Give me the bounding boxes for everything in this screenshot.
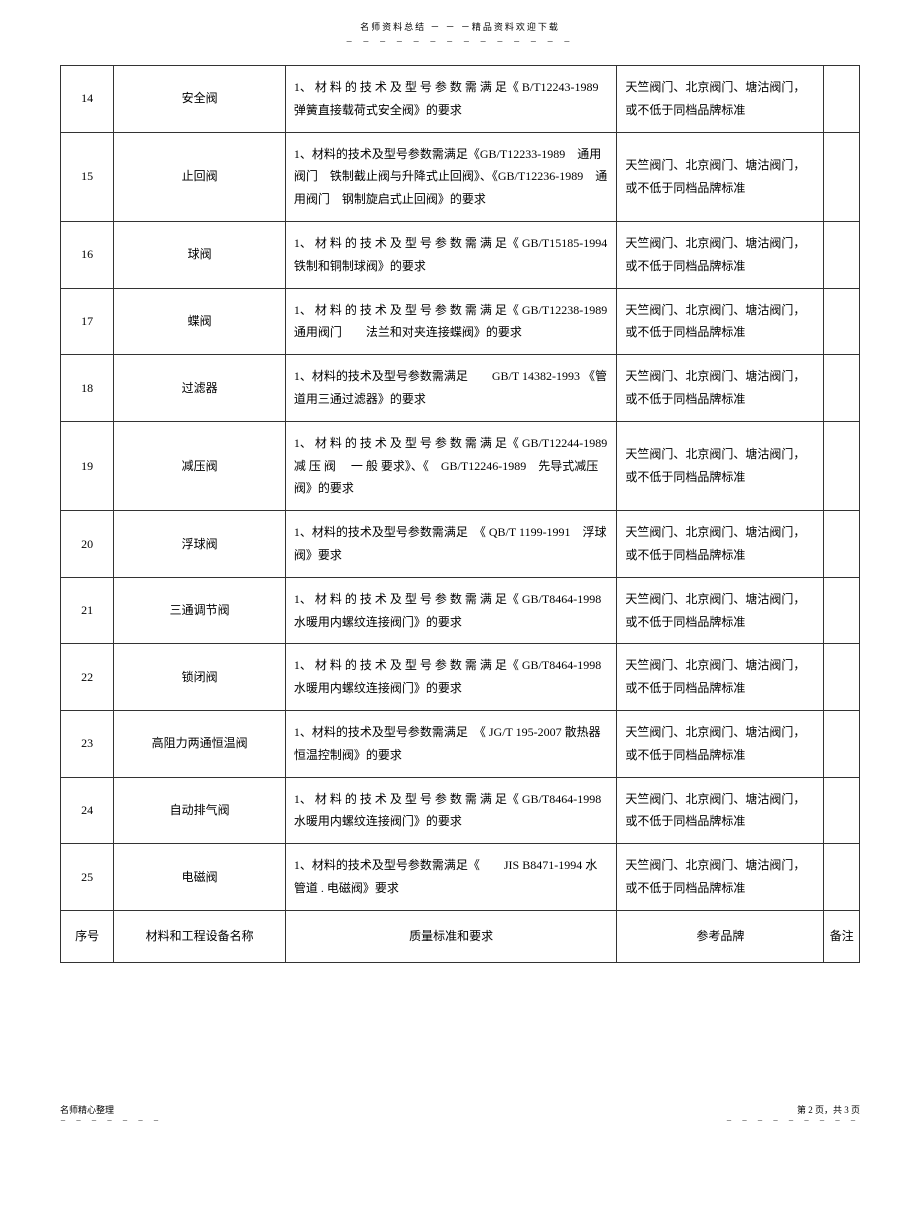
cell-number: 18	[61, 355, 114, 422]
table-row: 19减压阀1、 材 料 的 技 术 及 型 号 参 数 需 满 足《 GB/T1…	[61, 421, 860, 510]
cell-standard: 1、 材 料 的 技 术 及 型 号 参 数 需 满 足《 GB/T8464-1…	[285, 577, 616, 644]
cell-name: 三通调节阀	[114, 577, 286, 644]
cell-note	[824, 288, 860, 355]
cell-note	[824, 511, 860, 578]
cell-name: 安全阀	[114, 66, 286, 133]
table-row: 24自动排气阀1、 材 料 的 技 术 及 型 号 参 数 需 满 足《 GB/…	[61, 777, 860, 844]
cell-brand: 天竺阀门、北京阀门、塘沽阀门，或不低于同档品牌标准	[617, 355, 824, 422]
cell-standard: 1、 材 料 的 技 术 及 型 号 参 数 需 满 足《 B/T12243-1…	[285, 66, 616, 133]
header-number: 序号	[61, 910, 114, 962]
cell-standard: 1、 材 料 的 技 术 及 型 号 参 数 需 满 足《 GB/T12244-…	[285, 421, 616, 510]
cell-number: 14	[61, 66, 114, 133]
cell-number: 20	[61, 511, 114, 578]
cell-note	[824, 355, 860, 422]
cell-standard: 1、 材 料 的 技 术 及 型 号 参 数 需 满 足《 GB/T15185-…	[285, 221, 616, 288]
cell-note	[824, 421, 860, 510]
cell-note	[824, 577, 860, 644]
cell-number: 23	[61, 710, 114, 777]
cell-number: 16	[61, 221, 114, 288]
cell-standard: 1、材料的技术及型号参数需满足《GB/T12233-1989 通用阀门 铁制截止…	[285, 132, 616, 221]
table-header-row: 序号材料和工程设备名称质量标准和要求参考品牌备注	[61, 910, 860, 962]
cell-name: 球阀	[114, 221, 286, 288]
table-row: 21三通调节阀1、 材 料 的 技 术 及 型 号 参 数 需 满 足《 GB/…	[61, 577, 860, 644]
cell-name: 减压阀	[114, 421, 286, 510]
cell-note	[824, 710, 860, 777]
cell-brand: 天竺阀门、北京阀门、塘沽阀门，或不低于同档品牌标准	[617, 288, 824, 355]
cell-note	[824, 66, 860, 133]
table-row: 15止回阀1、材料的技术及型号参数需满足《GB/T12233-1989 通用阀门…	[61, 132, 860, 221]
cell-brand: 天竺阀门、北京阀门、塘沽阀门，或不低于同档品牌标准	[617, 710, 824, 777]
table-row: 14安全阀1、 材 料 的 技 术 及 型 号 参 数 需 满 足《 B/T12…	[61, 66, 860, 133]
cell-standard: 1、材料的技术及型号参数需满足 GB/T 14382-1993 《管道用三通过滤…	[285, 355, 616, 422]
cell-number: 15	[61, 132, 114, 221]
header-name: 材料和工程设备名称	[114, 910, 286, 962]
cell-name: 过滤器	[114, 355, 286, 422]
cell-standard: 1、材料的技术及型号参数需满足 《 JG/T 195-2007 散热器恒温控制阀…	[285, 710, 616, 777]
cell-number: 25	[61, 844, 114, 911]
cell-brand: 天竺阀门、北京阀门、塘沽阀门，或不低于同档品牌标准	[617, 132, 824, 221]
cell-name: 锁闭阀	[114, 644, 286, 711]
cell-brand: 天竺阀门、北京阀门、塘沽阀门，或不低于同档品牌标准	[617, 577, 824, 644]
page-header-title: 名师资料总结 － － －精品资料欢迎下载	[60, 20, 860, 33]
table-row: 22锁闭阀1、 材 料 的 技 术 及 型 号 参 数 需 满 足《 GB/T8…	[61, 644, 860, 711]
cell-name: 电磁阀	[114, 844, 286, 911]
cell-brand: 天竺阀门、北京阀门、塘沽阀门，或不低于同档品牌标准	[617, 421, 824, 510]
cell-note	[824, 644, 860, 711]
header-note: 备注	[824, 910, 860, 962]
cell-number: 19	[61, 421, 114, 510]
table-row: 16球阀1、 材 料 的 技 术 及 型 号 参 数 需 满 足《 GB/T15…	[61, 221, 860, 288]
table-row: 20浮球阀1、材料的技术及型号参数需满足 《 QB/T 1199-1991 浮球…	[61, 511, 860, 578]
table-row: 23高阻力两通恒温阀1、材料的技术及型号参数需满足 《 JG/T 195-200…	[61, 710, 860, 777]
page-footer: 名师精心整理 － － － － － － － 第 2 页，共 3 页 － － － －…	[60, 1103, 860, 1125]
cell-number: 17	[61, 288, 114, 355]
cell-brand: 天竺阀门、北京阀门、塘沽阀门，或不低于同档品牌标准	[617, 66, 824, 133]
cell-brand: 天竺阀门、北京阀门、塘沽阀门，或不低于同档品牌标准	[617, 644, 824, 711]
cell-brand: 天竺阀门、北京阀门、塘沽阀门，或不低于同档品牌标准	[617, 221, 824, 288]
page-header-dots: － － － － － － － － － － － － － －	[60, 37, 860, 47]
cell-name: 止回阀	[114, 132, 286, 221]
cell-name: 蝶阀	[114, 288, 286, 355]
cell-name: 高阻力两通恒温阀	[114, 710, 286, 777]
cell-number: 22	[61, 644, 114, 711]
cell-standard: 1、材料的技术及型号参数需满足《 JIS B8471-1994 水管道 . 电磁…	[285, 844, 616, 911]
table-row: 25电磁阀1、材料的技术及型号参数需满足《 JIS B8471-1994 水管道…	[61, 844, 860, 911]
cell-note	[824, 777, 860, 844]
cell-note	[824, 844, 860, 911]
cell-name: 浮球阀	[114, 511, 286, 578]
footer-left-text: 名师精心整理	[60, 1103, 163, 1116]
cell-brand: 天竺阀门、北京阀门、塘沽阀门，或不低于同档品牌标准	[617, 511, 824, 578]
footer-right-dots: － － － － － － － － －	[726, 1116, 860, 1125]
header-brand: 参考品牌	[617, 910, 824, 962]
cell-number: 24	[61, 777, 114, 844]
table-row: 18过滤器1、材料的技术及型号参数需满足 GB/T 14382-1993 《管道…	[61, 355, 860, 422]
cell-brand: 天竺阀门、北京阀门、塘沽阀门，或不低于同档品牌标准	[617, 844, 824, 911]
cell-standard: 1、 材 料 的 技 术 及 型 号 参 数 需 满 足《 GB/T8464-1…	[285, 777, 616, 844]
cell-standard: 1、材料的技术及型号参数需满足 《 QB/T 1199-1991 浮球阀》要求	[285, 511, 616, 578]
footer-left-dots: － － － － － － －	[60, 1116, 163, 1125]
cell-number: 21	[61, 577, 114, 644]
table-row: 17蝶阀1、 材 料 的 技 术 及 型 号 参 数 需 满 足《 GB/T12…	[61, 288, 860, 355]
footer-right-text: 第 2 页，共 3 页	[797, 1103, 860, 1116]
cell-note	[824, 221, 860, 288]
cell-standard: 1、 材 料 的 技 术 及 型 号 参 数 需 满 足《 GB/T8464-1…	[285, 644, 616, 711]
header-standard: 质量标准和要求	[285, 910, 616, 962]
cell-brand: 天竺阀门、北京阀门、塘沽阀门，或不低于同档品牌标准	[617, 777, 824, 844]
material-table: 14安全阀1、 材 料 的 技 术 及 型 号 参 数 需 满 足《 B/T12…	[60, 65, 860, 963]
cell-note	[824, 132, 860, 221]
cell-standard: 1、 材 料 的 技 术 及 型 号 参 数 需 满 足《 GB/T12238-…	[285, 288, 616, 355]
cell-name: 自动排气阀	[114, 777, 286, 844]
